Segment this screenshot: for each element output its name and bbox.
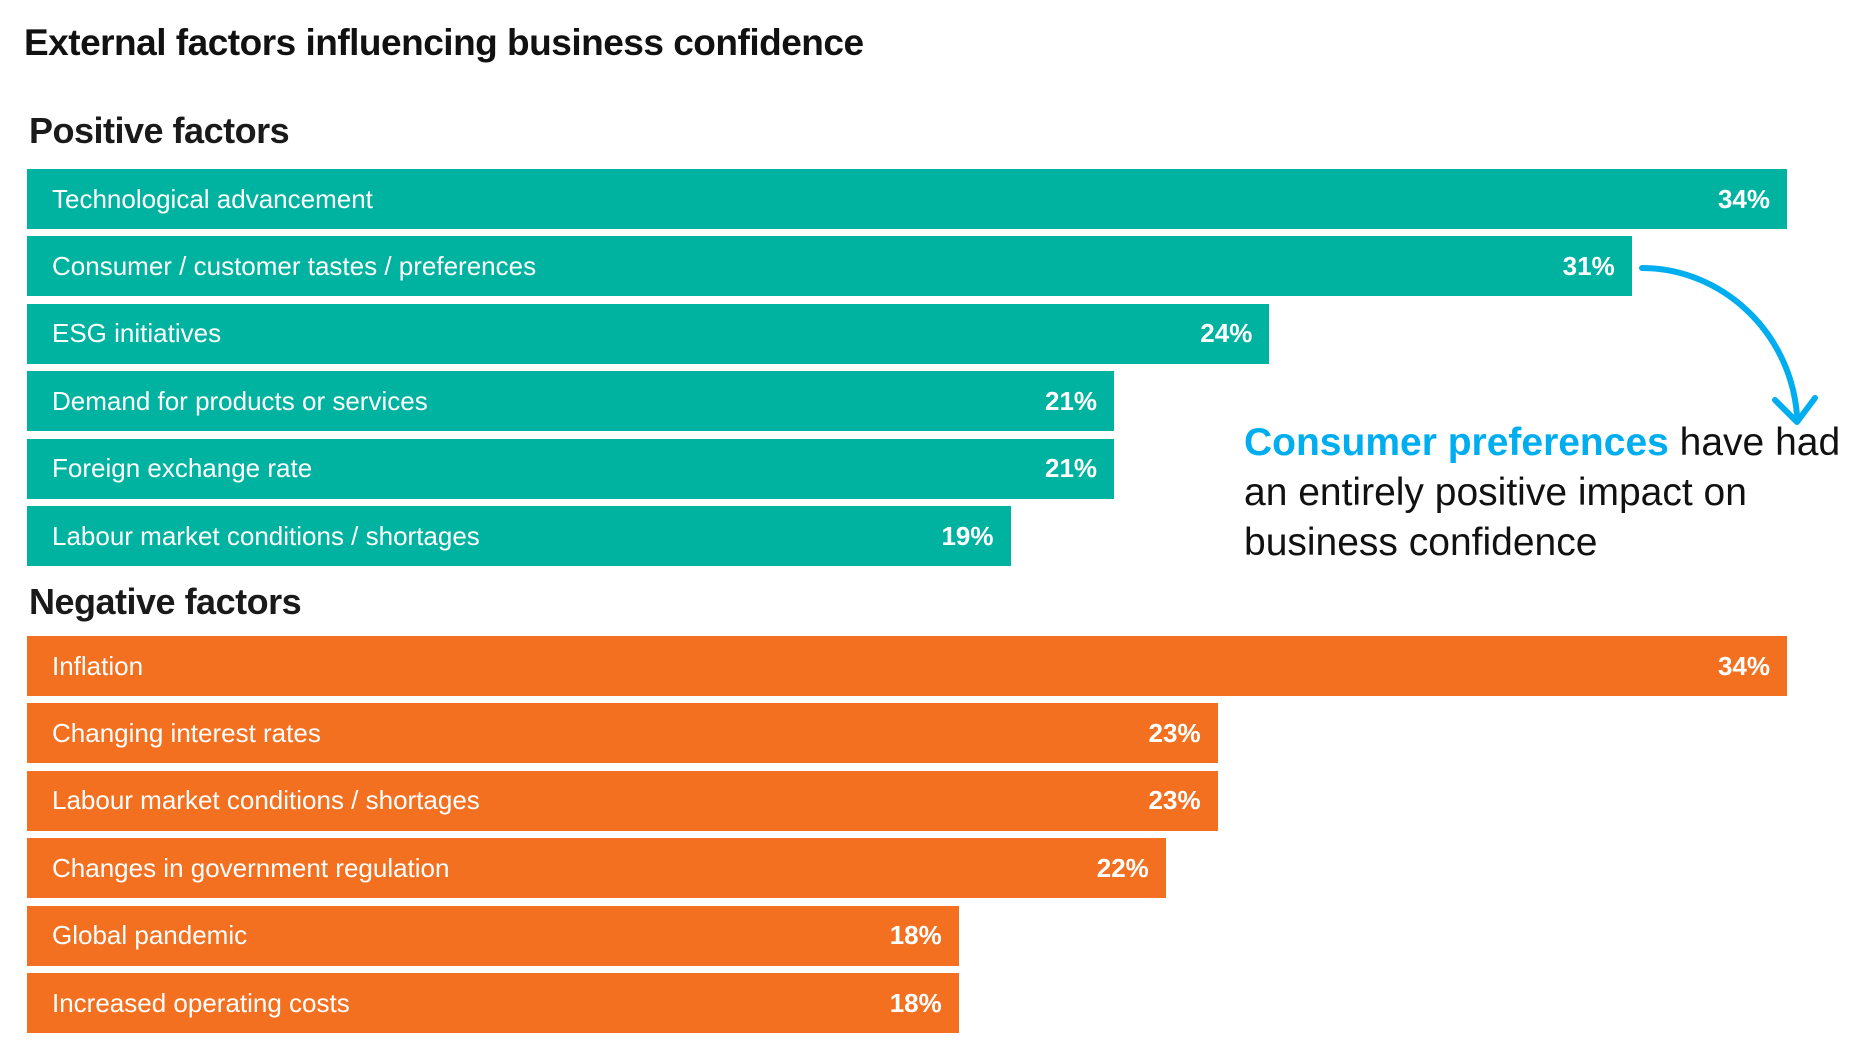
bar-value-label: 23% (1148, 785, 1201, 816)
bar-label: Changing interest rates (52, 717, 321, 748)
bar-value-label: 18% (889, 920, 942, 951)
bar-value-label: 34% (1717, 183, 1770, 214)
bar-label: Labour market conditions / shortages (52, 520, 480, 551)
bar-label: Demand for products or services (52, 385, 428, 416)
bar-value-label: 19% (941, 520, 994, 551)
negative-bar: Inflation 34% (27, 636, 1787, 696)
bar-label: Technological advancement (52, 183, 373, 214)
positive-bar: Labour market conditions / shortages 19% (27, 506, 1011, 566)
bar-label: Labour market conditions / shortages (52, 785, 480, 816)
negative-bar: Changing interest rates 23% (27, 703, 1218, 764)
annotation-highlight: Consumer preferences (1244, 421, 1669, 464)
bar-label: ESG initiatives (52, 318, 222, 349)
negative-factors-heading: Negative factors (29, 581, 302, 622)
negative-bar: Global pandemic 18% (27, 905, 959, 966)
bar-label: Consumer / customer tastes / preferences (52, 250, 537, 281)
bar-value-label: 22% (1096, 852, 1149, 883)
bar-value-label: 23% (1148, 717, 1201, 748)
bar-label: Inflation (52, 650, 144, 681)
negative-bar: Labour market conditions / shortages 23% (27, 770, 1218, 831)
positive-bar: Demand for products or services 21% (27, 371, 1115, 432)
annotation-text: Consumer preferences have had an entirel… (1244, 418, 1844, 568)
bar-label: Changes in government regulation (52, 852, 450, 883)
bar-value-label: 18% (889, 987, 942, 1018)
bar-value-label: 24% (1200, 318, 1253, 349)
annotation-body: have had an entirely positive impact on … (1244, 421, 1841, 564)
bar-value-label: 21% (1045, 385, 1098, 416)
positive-bar: Technological advancement 34% (27, 169, 1787, 229)
bar-label: Foreign exchange rate (52, 453, 313, 484)
bar-value-label: 21% (1045, 453, 1098, 484)
bar-label: Increased operating costs (52, 987, 350, 1018)
negative-bar: Changes in government regulation 22% (27, 838, 1166, 899)
bar-value-label: 34% (1717, 650, 1770, 681)
positive-bar: ESG initiatives 24% (27, 303, 1270, 364)
positive-factors-heading: Positive factors (29, 110, 290, 151)
bar-label: Global pandemic (52, 920, 248, 951)
bar-value-label: 31% (1562, 250, 1615, 281)
positive-bar: Consumer / customer tastes / preferences… (27, 236, 1632, 297)
positive-bar: Foreign exchange rate 21% (27, 438, 1115, 499)
negative-bar: Increased operating costs 18% (27, 973, 959, 1033)
chart-title: External factors influencing business co… (24, 22, 864, 63)
